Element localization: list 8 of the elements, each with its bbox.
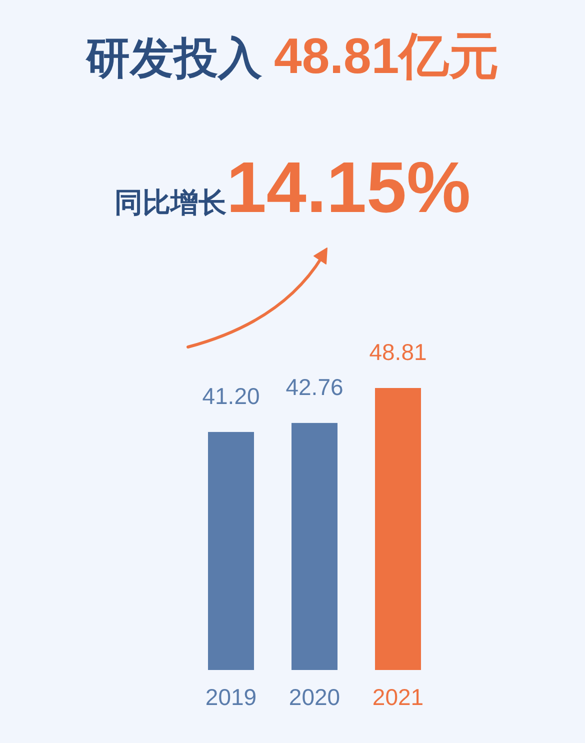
data-label: 48.81 bbox=[369, 339, 427, 365]
subtitle: 同比增长14.15% bbox=[114, 148, 471, 228]
data-label: 41.20 bbox=[202, 382, 260, 409]
x-tick-label: 2019 bbox=[205, 684, 257, 710]
x-tick-label: 2020 bbox=[288, 684, 340, 710]
title: 研发投入 48.81亿元 bbox=[86, 28, 500, 84]
x-tick-label: 2021 bbox=[372, 684, 424, 710]
data-label: 42.76 bbox=[286, 374, 344, 400]
